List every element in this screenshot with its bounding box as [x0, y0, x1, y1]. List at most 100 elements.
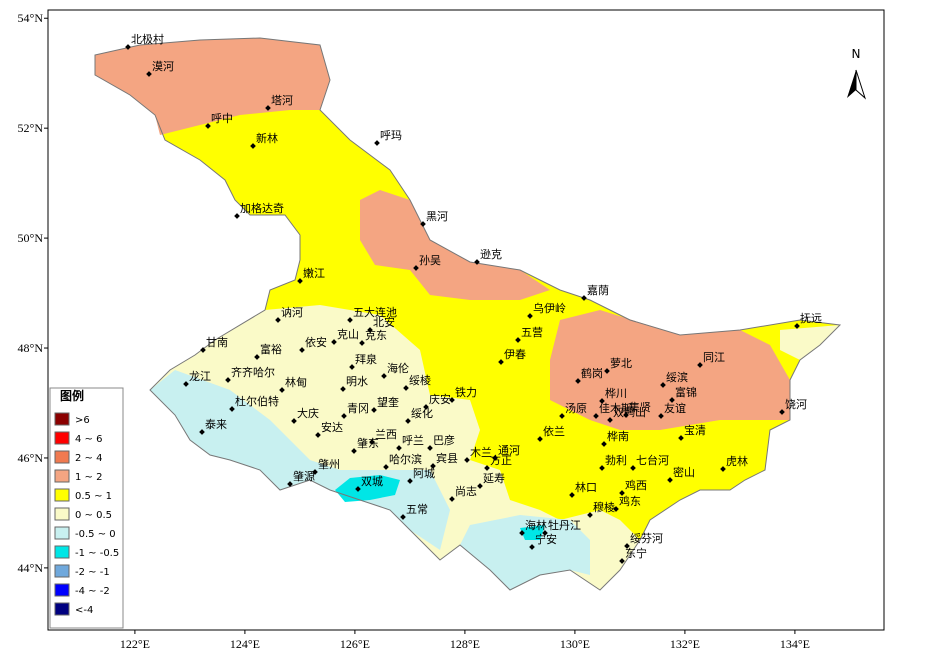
- city-label: 友谊: [664, 401, 686, 415]
- city-label: 集贤: [629, 400, 651, 414]
- city-dot: [265, 105, 271, 111]
- city-label: 五营: [521, 325, 543, 339]
- legend-label: >6: [75, 415, 90, 426]
- city-dot: [515, 337, 521, 343]
- city-dot: [369, 439, 375, 445]
- legend-label: -1 ~ -0.5: [75, 548, 119, 559]
- city-label: 哈尔滨: [389, 452, 422, 466]
- city-label: 呼兰: [402, 434, 424, 447]
- city-label: 肇州: [318, 457, 340, 471]
- city-dot: [146, 71, 152, 77]
- city-dot: [607, 417, 613, 423]
- city-label: 克山: [337, 328, 359, 341]
- legend-title: 图例: [60, 388, 84, 403]
- city-label: 拜泉: [355, 352, 377, 366]
- city-dot: [403, 385, 409, 391]
- legend-swatch: [54, 564, 70, 578]
- city-label: 鸡东: [619, 494, 641, 508]
- city-dot: [374, 140, 380, 146]
- city-label: 木兰: [470, 446, 492, 459]
- city-label: 肇东: [357, 436, 379, 450]
- legend-swatch: [54, 583, 70, 597]
- city-label: 依兰: [543, 425, 565, 438]
- city-dot: [371, 407, 377, 413]
- city-dot: [484, 465, 490, 471]
- legend-swatch: [54, 431, 70, 445]
- city-dot: [519, 530, 525, 536]
- city-dot: [275, 317, 281, 323]
- legend-label: -4 ~ -2: [75, 586, 110, 597]
- city-dot: [205, 123, 211, 129]
- city-label: 泰来: [205, 417, 227, 431]
- city-label: 七台河: [636, 453, 669, 467]
- city-label: 林甸: [285, 375, 307, 389]
- city-label: 乌伊岭: [533, 301, 566, 315]
- city-dot: [312, 469, 318, 475]
- city-label: 呼中: [211, 112, 233, 125]
- city-dot: [340, 386, 346, 392]
- city-dot: [381, 373, 387, 379]
- city-dot: [492, 455, 498, 461]
- y-tick-label: 50°N: [18, 231, 44, 245]
- color-zone: [780, 325, 840, 360]
- city-dot: [697, 362, 703, 368]
- city-dot: [779, 409, 785, 415]
- city-label: 延寿: [483, 471, 505, 485]
- y-tick-label: 48°N: [18, 341, 44, 355]
- city-dot: [498, 359, 504, 365]
- city-dot: [587, 512, 593, 518]
- north-label: N: [852, 47, 861, 61]
- legend-swatch: [54, 412, 70, 426]
- city-label: 绥芬河: [630, 532, 663, 545]
- city-dot: [604, 368, 610, 374]
- city-label: 富锦: [675, 385, 697, 399]
- city-dot: [527, 313, 533, 319]
- city-label: 萝北: [610, 357, 632, 370]
- city-label: 肇源: [293, 469, 315, 483]
- city-dot: [678, 435, 684, 441]
- city-dot: [234, 213, 240, 219]
- city-label: 甘南: [206, 336, 228, 349]
- city-label: 加格达奇: [240, 201, 284, 215]
- city-dot: [474, 259, 480, 265]
- city-label: 巴彦: [433, 433, 455, 447]
- city-label: 五大连池: [353, 305, 397, 319]
- y-tick-label: 46°N: [18, 451, 44, 465]
- city-dot: [427, 445, 433, 451]
- y-tick-label: 52°N: [18, 121, 44, 135]
- city-label: 汤原: [565, 401, 587, 415]
- city-label: 黑河: [426, 210, 448, 223]
- city-label: 尚志: [455, 484, 477, 498]
- city-label: 佳木斯: [599, 401, 632, 415]
- city-label: 宁安: [535, 532, 557, 546]
- city-dot: [537, 436, 543, 442]
- legend-label: 4 ~ 6: [75, 434, 102, 445]
- city-dot: [291, 418, 297, 424]
- city-label: 鹤岗: [581, 366, 603, 380]
- city-dot: [250, 143, 256, 149]
- city-dot: [660, 382, 666, 388]
- city-dot: [599, 398, 605, 404]
- city-label: 嫩江: [303, 266, 325, 280]
- city-dot: [279, 387, 285, 393]
- city-dot: [464, 457, 470, 463]
- city-dot: [396, 445, 402, 451]
- city-dot: [407, 478, 413, 484]
- legend-swatch: [54, 469, 70, 483]
- city-dot: [225, 377, 231, 383]
- city-dot: [794, 323, 800, 329]
- city-dot: [449, 496, 455, 502]
- city-dot: [669, 397, 675, 403]
- city-dot: [183, 381, 189, 387]
- city-dot: [593, 413, 599, 419]
- legend-label: <-4: [75, 605, 93, 616]
- city-label: 宝清: [684, 423, 706, 437]
- x-tick-label: 130°E: [560, 637, 590, 651]
- legend-swatch: [54, 488, 70, 502]
- city-label: 漠河: [152, 60, 174, 73]
- city-dot: [477, 483, 483, 489]
- city-label: 通河: [498, 444, 520, 457]
- legend-label: 0 ~ 0.5: [75, 510, 112, 521]
- city-label: 海林: [525, 518, 547, 532]
